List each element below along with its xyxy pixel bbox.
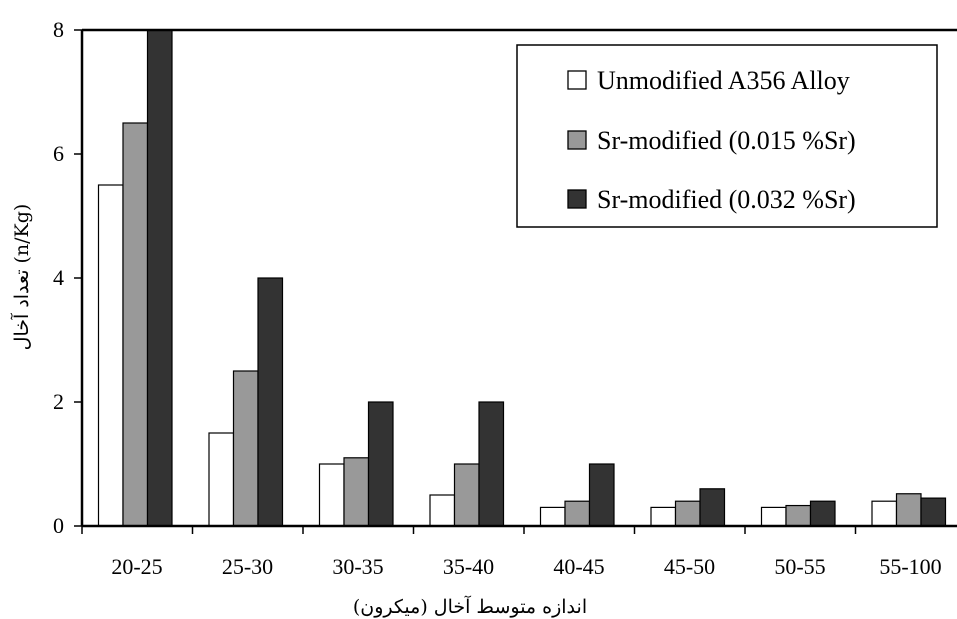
bar-s0-c3 <box>429 494 456 527</box>
x-tick-label: 40-45 <box>553 554 604 579</box>
bar-s2-c0 <box>146 29 173 527</box>
bar-s2-c2 <box>367 401 394 527</box>
bar-s1-c6 <box>785 504 812 527</box>
y-axis-title: تعداد آخال (n/Kg) <box>10 204 33 351</box>
x-tick-label: 20-25 <box>111 554 162 579</box>
bar-s1-c4 <box>564 500 591 527</box>
legend-label-1: Sr-modified (0.015 %Sr) <box>597 126 856 155</box>
legend-swatch-0 <box>567 70 587 90</box>
x-tick-label: 45-50 <box>664 554 715 579</box>
bar-s1-c1 <box>232 370 259 527</box>
bar-s0-c7 <box>871 500 898 527</box>
bar-s1-c3 <box>453 463 480 527</box>
bar-s2-c7 <box>920 497 947 527</box>
y-axis: 0 2 4 6 8 <box>53 17 82 538</box>
plot-area <box>80 28 957 528</box>
bar-s2-c1 <box>257 277 284 527</box>
y-tick-label: 4 <box>53 265 64 290</box>
x-axis-title: اندازه متوسط آخال (میکرون) <box>353 595 587 618</box>
x-tick-label: 50-55 <box>774 554 825 579</box>
x-axis: 20-25 25-30 30-35 35-40 40-45 45-50 50-55 55-10… <box>81 526 942 579</box>
bar-s0-c4 <box>539 506 566 527</box>
x-tick-label: 25-30 <box>222 554 273 579</box>
legend-label-0: Unmodified A356 Alloy <box>597 66 850 95</box>
bar-s0-c1 <box>208 432 235 527</box>
legend: Unmodified A356 Alloy Sr-modified (0.015 … <box>516 44 938 228</box>
bar-s1-c7 <box>895 493 922 527</box>
y-tick-label: 6 <box>53 141 64 166</box>
bar-s0-c5 <box>650 506 677 527</box>
y-tick-label: 8 <box>53 17 64 42</box>
bar-s1-c2 <box>343 457 370 527</box>
y-tick-label: 0 <box>53 513 64 538</box>
y-tick-label: 2 <box>53 389 64 414</box>
legend-swatch-1 <box>567 130 587 150</box>
legend-label-2: Sr-modified (0.032 %Sr) <box>597 185 856 214</box>
bar-s0-c6 <box>760 506 787 527</box>
bar-s2-c4 <box>588 463 615 527</box>
x-tick-label: 35-40 <box>443 554 494 579</box>
bar-s0-c2 <box>318 463 345 527</box>
legend-box <box>516 44 938 228</box>
bar-s1-c5 <box>674 500 701 527</box>
x-tick-label: 55-100 <box>879 554 941 579</box>
bar-s2-c5 <box>699 488 726 527</box>
bar-s2-c6 <box>809 500 836 527</box>
bar-s0-c0 <box>97 184 124 527</box>
x-tick-label: 30-35 <box>332 554 383 579</box>
bar-s2-c3 <box>478 401 505 527</box>
bar-s1-c0 <box>122 122 149 527</box>
legend-swatch-2 <box>567 189 587 209</box>
